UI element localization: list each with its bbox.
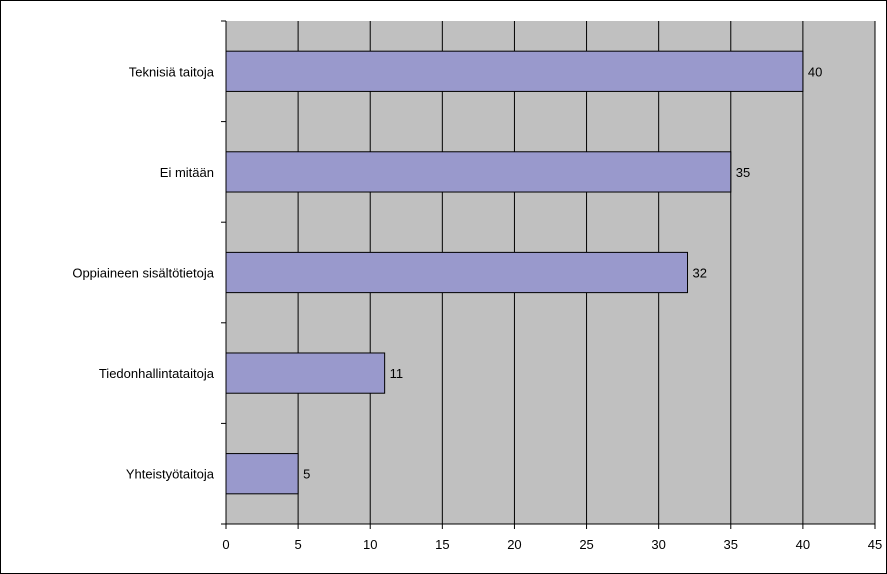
- category-label: Tiedonhallintataitoja: [99, 366, 215, 381]
- x-tick-label: 5: [294, 537, 301, 552]
- data-label: 40: [808, 64, 822, 79]
- x-tick-label: 25: [579, 537, 593, 552]
- bars: [225, 50, 804, 495]
- data-label: 11: [390, 366, 404, 381]
- bar: [225, 251, 689, 294]
- bar: [225, 453, 299, 495]
- data-label: 32: [693, 266, 707, 281]
- x-tick-label: 20: [507, 537, 521, 552]
- category-label: Ei mitään: [160, 165, 214, 180]
- data-label: 5: [303, 467, 310, 482]
- x-tick-label: 40: [796, 537, 810, 552]
- x-tick-label: 30: [651, 537, 665, 552]
- category-label: Teknisiä taitoja: [129, 64, 215, 79]
- x-tick-label: 10: [363, 537, 377, 552]
- bar: [225, 50, 804, 92]
- category-label: Oppiaineen sisältötietoja: [72, 266, 214, 281]
- bar: [225, 352, 386, 394]
- data-label: 35: [736, 165, 750, 180]
- x-tick-label: 0: [222, 537, 229, 552]
- x-tick-label: 45: [868, 537, 882, 552]
- x-tick-label: 15: [435, 537, 449, 552]
- labels: 0 5 10 15 20 25 30 35 40 45 Teknisiä taitoja 40 Ei m…: [72, 64, 882, 552]
- category-label: Yhteistyötaitoja: [126, 467, 215, 482]
- x-tick-label: 35: [724, 537, 738, 552]
- bar: [225, 151, 732, 193]
